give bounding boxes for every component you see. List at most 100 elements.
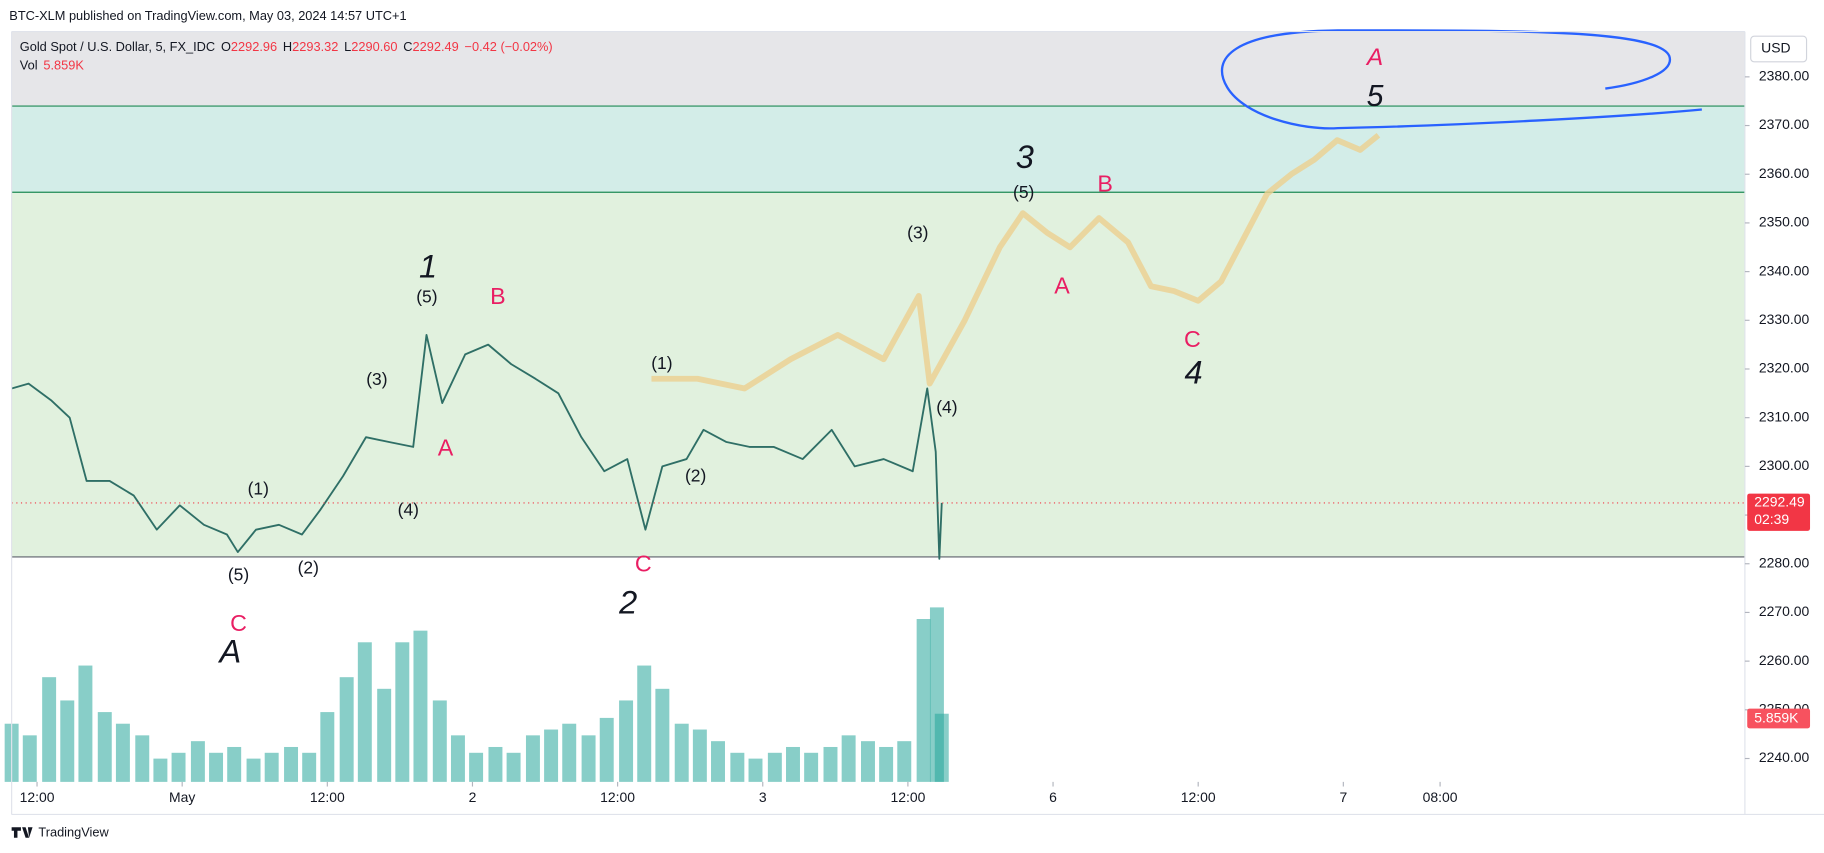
volume-bar [562,723,577,782]
volume-bar [506,752,521,782]
volume-bar [432,700,447,782]
wave-label: (1) [651,353,672,373]
volume-bar [60,700,75,782]
wave-label: 4 [1184,354,1202,390]
wave-label: A [438,434,454,460]
ohlc-key: L [344,39,351,54]
price-line [651,133,1381,392]
volume-bar [730,752,745,782]
wave-label: (3) [366,369,387,389]
ohlc-value: 2293.32 [292,39,338,54]
currency-box [1750,35,1808,63]
volume-bar [861,741,875,782]
volume-bar [209,752,224,782]
volume-bar [897,741,912,782]
volume-bar [97,712,112,782]
volume-bar [284,746,299,782]
volume-bar [302,752,317,782]
volume-bar [841,735,856,782]
vol-label: Vol [20,58,38,73]
ohlc-value: 2292.49 [413,39,459,54]
x-tick-label: 3 [759,789,767,805]
wave-label: B [1097,170,1113,196]
wave-label: A [217,634,241,670]
volume-bar [711,741,725,782]
wave-label: (3) [907,223,928,243]
y-tick-label: 2380.00 [1759,68,1810,84]
x-tick-label: 2 [469,789,477,805]
volume-bar [135,735,150,782]
volume-bar [357,642,372,782]
wave-label: (1) [248,479,269,499]
volume-bar [190,741,205,782]
volume-bar [581,735,596,782]
volume-bar [767,752,782,782]
logo [11,827,33,838]
x-tick-label: 12:00 [1181,789,1216,805]
price-zone [11,106,1745,193]
ohlc-value: 2292.96 [231,39,277,54]
currency: USD [1761,40,1790,56]
published-line: BTC-XLM published on TradingView.com, Ma… [9,8,406,23]
volume-bar [934,713,949,782]
price-zone [11,192,1745,557]
wave-label: 5 [1367,80,1384,113]
wave-label: (5) [1013,182,1034,202]
volume-bar [377,688,392,782]
volume-bar [320,712,335,782]
price-badge-label: 2292.49 [1754,494,1805,510]
zones [11,31,1745,557]
volume-bar [823,746,838,782]
wave-label: B [490,283,506,309]
drawing [1220,29,1702,130]
volume-bar [488,746,503,782]
wave-label: C [635,551,652,577]
wave-label: 2 [618,585,637,621]
volume-bar [469,752,484,782]
volume-bar [619,700,634,782]
x-tick-label: 08:00 [1423,789,1458,805]
x-tick-label: 12:00 [310,789,345,805]
wave-label: (2) [685,466,706,486]
y-tick-label: 2240.00 [1759,749,1810,765]
volume-bar [674,723,689,782]
x-tick-label: 12:00 [890,789,925,805]
volume-bar [804,752,819,782]
y-tick-label: 2310.00 [1759,408,1810,424]
wave-label: C [1184,326,1201,352]
volume-bar [748,758,763,782]
y-tick-label: 2300.00 [1759,457,1810,473]
volume-bar [599,717,614,782]
volume-bar [413,630,428,782]
volume-bar [246,758,261,782]
volume-badge-label: 5.859K [1754,710,1799,726]
volume-legend: Vol 5.859K [20,58,85,73]
volume-bar [22,735,37,782]
volume-bar [655,688,670,782]
countdown: 02:39 [1754,511,1789,527]
y-tick-label: 2260.00 [1759,652,1810,668]
x-tick-label: 6 [1049,789,1057,805]
volume-bar [171,752,186,782]
volume-bar [395,642,410,782]
volume-bar [78,665,93,782]
y-tick-label: 2340.00 [1759,262,1810,278]
volume-bar [227,746,242,782]
volume-bar [450,735,465,782]
price-badge [1747,493,1811,531]
wave-label: A [1365,44,1383,71]
price-zone [11,31,1745,107]
symbol: Gold Spot / U.S. Dollar, 5, FX_IDC [20,39,215,54]
wave-label: C [230,610,247,636]
volume-bar [692,729,707,782]
price-line [11,333,943,560]
change: −0.42 (−0.02%) [465,39,553,54]
ohlc-key: C [403,39,412,54]
y-tick-label: 2330.00 [1759,311,1810,327]
y-tick-label: 2370.00 [1759,116,1810,132]
vol-value: 5.859K [43,58,84,73]
volume-bar [339,677,354,782]
ohlc-key: H [283,39,292,54]
